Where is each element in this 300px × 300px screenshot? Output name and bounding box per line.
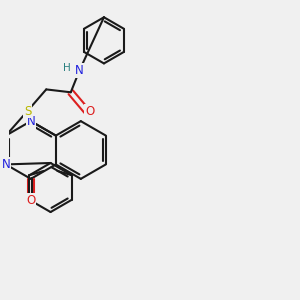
Text: N: N xyxy=(2,158,10,171)
Text: N: N xyxy=(75,64,84,77)
Text: S: S xyxy=(24,104,31,118)
Text: O: O xyxy=(85,104,94,118)
Text: H: H xyxy=(63,63,71,73)
Text: O: O xyxy=(26,194,35,207)
Text: N: N xyxy=(26,115,35,128)
